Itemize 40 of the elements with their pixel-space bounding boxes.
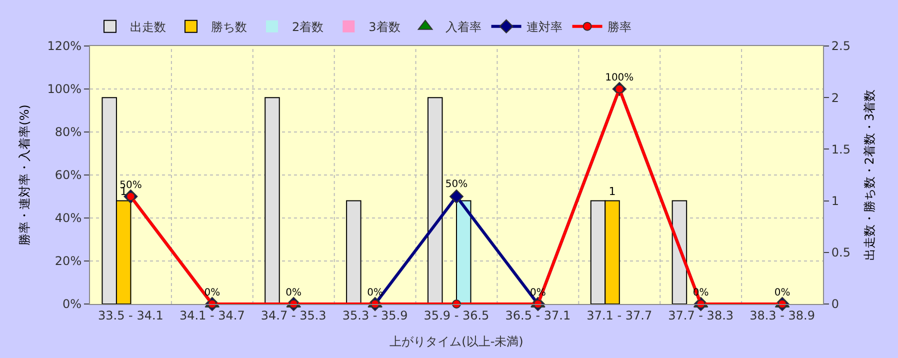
- data-label: 50%: [445, 178, 468, 190]
- data-label: 1: [608, 184, 616, 198]
- data-label: 0%: [204, 288, 220, 298]
- x-tick-label: 36.5 - 37.1: [505, 308, 571, 322]
- y-tick-label: 100%: [47, 82, 82, 96]
- y-tick-label: 0%: [62, 297, 82, 312]
- data-label: 100%: [605, 72, 634, 84]
- legend-label: 入着率: [445, 20, 482, 34]
- point: [450, 190, 464, 204]
- legend-label: 連対率: [526, 20, 562, 34]
- y-tick-label: 60%: [54, 168, 82, 182]
- x-tick-label: 34.7 - 35.3: [260, 308, 326, 322]
- y2-tick-label: 0.5: [831, 246, 850, 260]
- y2-tick-label: 1.5: [831, 142, 850, 156]
- x-tick-label: 37.1 - 37.7: [586, 308, 652, 322]
- legend-label: 勝率: [607, 20, 632, 34]
- legend-label: 勝ち数: [211, 20, 247, 34]
- legend-label: 2着数: [292, 20, 324, 34]
- y2-axis-title: 出走数・勝ち数・2着数・3着数: [862, 89, 876, 261]
- y2-tick-label: 2: [831, 90, 840, 105]
- y2-tick-label: 2.5: [831, 39, 850, 54]
- y-tick-label: 40%: [54, 211, 82, 226]
- x-tick-label: 38.3 - 38.9: [750, 308, 815, 322]
- y-tick-label: 120%: [47, 39, 82, 54]
- x-tick-label: 33.5 - 34.1: [98, 308, 164, 322]
- y2-tick-label: 0: [831, 297, 840, 312]
- legend-label: 出走数: [130, 20, 166, 34]
- x-tick-label: 34.1 - 34.7: [179, 308, 245, 322]
- x-tick-label: 35.3 - 35.9: [342, 308, 408, 322]
- data-label: 0%: [774, 288, 790, 298]
- legend-label: 3着数: [368, 20, 400, 34]
- data-label: 0%: [367, 288, 383, 298]
- x-axis-title: 上がりタイム(以上-未満): [390, 334, 524, 348]
- y-tick-label: 20%: [54, 254, 82, 268]
- data-label: 0%: [286, 288, 302, 298]
- y-axis-title: 勝率・連対率・入着率(%): [18, 104, 32, 246]
- x-tick-label: 35.9 - 36.5: [424, 308, 490, 322]
- y2-tick-label: 1: [831, 194, 840, 208]
- x-tick-label: 37.7 - 38.3: [668, 308, 734, 322]
- y-tick-label: 80%: [54, 125, 82, 140]
